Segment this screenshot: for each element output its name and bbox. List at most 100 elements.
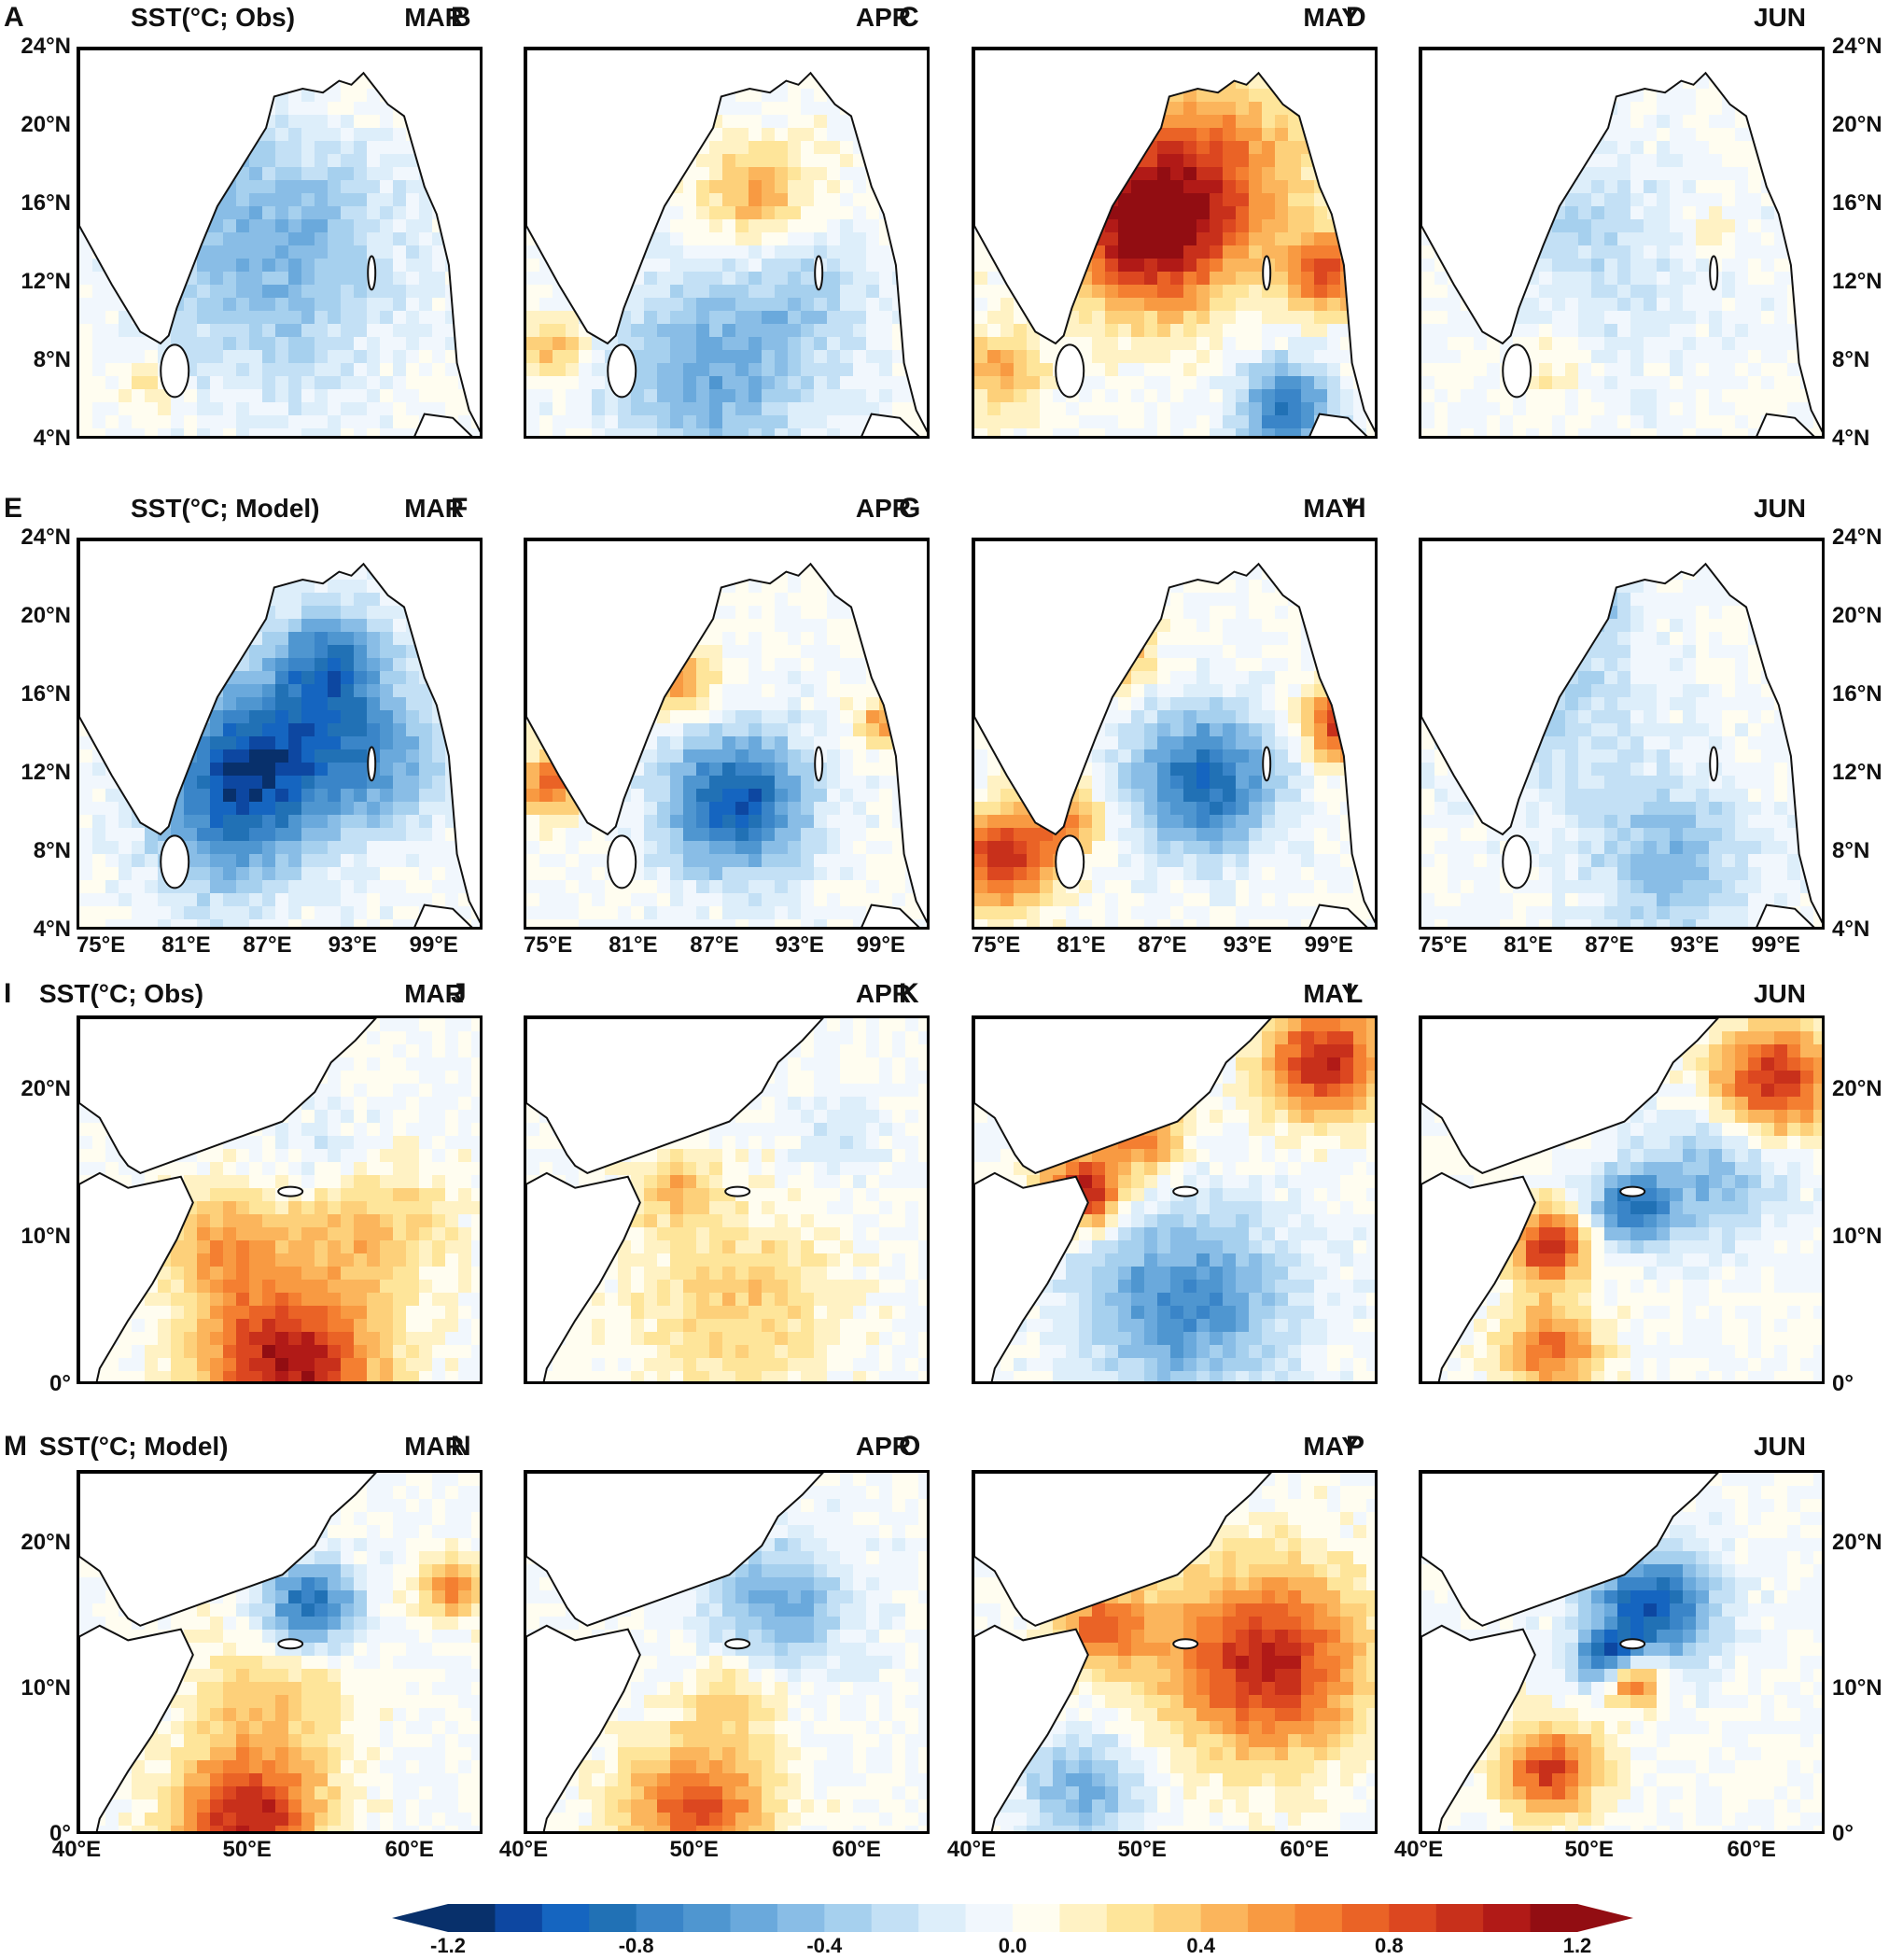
longitude-tick-label: 81°E <box>1504 932 1553 958</box>
latitude-tick-label: 24°N <box>21 34 71 59</box>
panel-letter-j: J <box>451 978 467 1009</box>
panel-letter-i: I <box>4 978 12 1009</box>
panel-month-label: JUN <box>1753 979 1806 1008</box>
socotra-outline <box>277 1185 304 1197</box>
sumatra-outline <box>413 903 473 927</box>
map-panel-c <box>972 47 1378 439</box>
latitude-tick-label: 12°N <box>21 760 71 785</box>
latitude-tick-label: 0° <box>49 1821 71 1846</box>
africa-coast-outline <box>1421 1171 1536 1381</box>
panel-month-label: MAR <box>404 494 464 523</box>
panel-month-label: MAY <box>1303 979 1359 1008</box>
latitude-tick-label: 20°N <box>21 603 71 628</box>
colorbar-swatch <box>871 1904 919 1932</box>
colorbar-swatch <box>1059 1904 1108 1932</box>
land-mask <box>526 49 927 433</box>
land-mask <box>79 540 480 924</box>
panel-month-label: MAR <box>404 3 464 32</box>
latitude-tick-label: 4°N <box>1832 917 1870 942</box>
colorbar-swatch <box>1435 1904 1484 1932</box>
africa-coast-outline <box>974 1171 1089 1381</box>
colorbar-tick-label: 0.4 <box>1186 1934 1215 1957</box>
longitude-tick-label: 87°E <box>1138 932 1187 958</box>
longitude-tick-label: 81°E <box>1056 932 1106 958</box>
socotra-outline <box>724 1638 751 1650</box>
africa-coast-outline <box>526 1624 641 1831</box>
africa-coast-outline <box>79 1171 194 1381</box>
longitude-tick-label: 93°E <box>1223 932 1272 958</box>
sri-lanka-outline <box>607 343 637 399</box>
sst-anomaly-field <box>1421 49 1822 436</box>
sst-anomaly-field <box>1421 1018 1822 1381</box>
latitude-tick-label: 24°N <box>1832 525 1882 550</box>
colorbar-max-arrow <box>1577 1904 1633 1932</box>
sst-anomaly-field <box>1421 1473 1822 1831</box>
land-mask <box>79 1473 377 1627</box>
map-panel-e <box>77 538 483 930</box>
africa-coast-outline <box>1421 1624 1536 1831</box>
panel-letter-h: H <box>1346 493 1366 524</box>
panel-month-label: APR <box>855 979 911 1008</box>
socotra-outline <box>1619 1185 1646 1197</box>
sumatra-outline <box>861 903 920 927</box>
latitude-tick-label: 12°N <box>21 269 71 294</box>
latitude-tick-label: 20°N <box>1832 1530 1882 1555</box>
colorbar-swatch <box>683 1904 731 1932</box>
longitude-tick-label: 87°E <box>243 932 292 958</box>
sri-lanka-outline <box>1055 834 1085 889</box>
land-mask <box>974 540 1375 924</box>
socotra-outline <box>1172 1185 1199 1197</box>
latitude-tick-label: 20°N <box>1832 112 1882 137</box>
sst-anomaly-field <box>526 540 927 927</box>
longitude-tick-label: 93°E <box>328 932 377 958</box>
map-panel-l <box>1419 1015 1825 1384</box>
longitude-tick-label: 99°E <box>1751 932 1800 958</box>
colorbar-swatch <box>1483 1904 1532 1932</box>
sst-anomaly-field <box>1421 540 1822 927</box>
latitude-tick-label: 8°N <box>1832 838 1870 863</box>
latitude-tick-label: 20°N <box>21 1076 71 1101</box>
latitude-tick-label: 8°N <box>33 838 71 863</box>
longitude-tick-label: 75°E <box>76 932 126 958</box>
land-mask <box>79 1018 377 1175</box>
longitude-tick-label: 60°E <box>1727 1837 1776 1862</box>
longitude-tick-label: 60°E <box>385 1837 434 1862</box>
andaman-islands-outline <box>814 255 824 291</box>
latitude-tick-label: 20°N <box>21 1530 71 1555</box>
panel-letter-b: B <box>451 2 471 33</box>
longitude-tick-label: 87°E <box>1585 932 1634 958</box>
land-mask <box>1421 1018 1719 1175</box>
sst-anomaly-field <box>79 49 480 436</box>
panel-letter-m: M <box>4 1431 27 1462</box>
longitude-tick-label: 50°E <box>1117 1837 1167 1862</box>
land-mask <box>974 49 1375 433</box>
map-panel-h <box>1419 538 1825 930</box>
sumatra-outline <box>413 413 473 436</box>
sri-lanka-outline <box>160 834 190 889</box>
land-mask <box>526 540 927 924</box>
longitude-tick-label: 75°E <box>971 932 1021 958</box>
colorbar-swatch <box>1341 1904 1390 1932</box>
longitude-tick-label: 99°E <box>1304 932 1353 958</box>
colorbar-swatch <box>1013 1904 1060 1932</box>
longitude-tick-label: 60°E <box>832 1837 881 1862</box>
longitude-tick-label: 40°E <box>51 1837 102 1862</box>
colorbar-tick-label: 0.0 <box>998 1934 1028 1957</box>
sst-anomaly-field <box>79 1473 480 1831</box>
panel-month-label: MAR <box>404 1432 464 1461</box>
colorbar-swatch <box>918 1904 967 1932</box>
panel-month-label: JUN <box>1753 3 1806 32</box>
africa-coast-outline <box>526 1171 641 1381</box>
latitude-tick-label: 16°N <box>1832 190 1882 216</box>
panel-month-label: MAY <box>1303 3 1359 32</box>
colorbar-swatch <box>1200 1904 1249 1932</box>
longitude-tick-label: 93°E <box>775 932 824 958</box>
panel-dataset-label: SST(°C; Model) <box>39 1432 229 1461</box>
latitude-tick-label: 12°N <box>1832 760 1882 785</box>
socotra-outline <box>277 1638 304 1650</box>
panel-dataset-label: SST(°C; Model) <box>131 494 320 523</box>
latitude-tick-label: 16°N <box>1832 681 1882 707</box>
map-panel-m <box>77 1470 483 1834</box>
panel-letter-n: N <box>451 1431 471 1462</box>
